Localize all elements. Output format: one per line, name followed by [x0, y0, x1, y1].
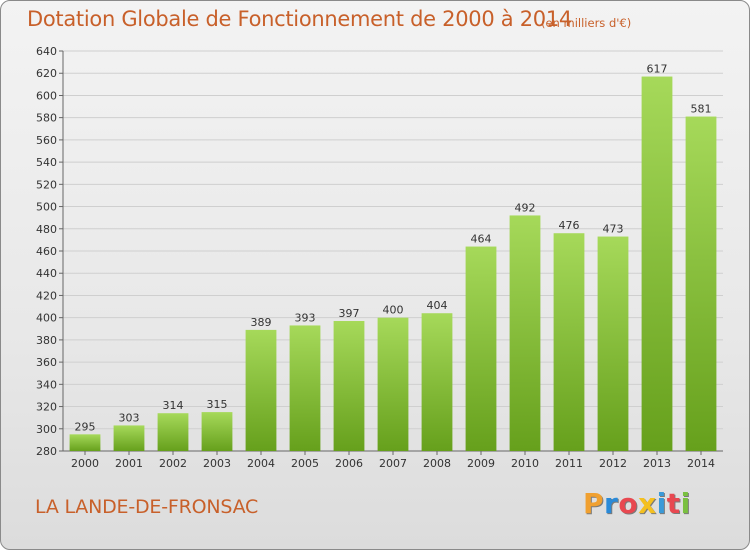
- bar-2012: [597, 236, 629, 451]
- y-tick-label: 640: [36, 45, 57, 58]
- commune-name: LA LANDE-DE-FRONSAC: [35, 496, 259, 518]
- y-tick-label: 380: [36, 334, 57, 347]
- bar-2006: [333, 321, 365, 451]
- x-tick-label-2010: 2010: [511, 457, 539, 470]
- logo-letter: i: [680, 487, 691, 520]
- value-label-2001: 303: [119, 411, 140, 424]
- value-label-2012: 473: [603, 223, 624, 236]
- value-label-2009: 464: [471, 233, 492, 246]
- y-tick-label: 620: [36, 67, 57, 80]
- logo-letter: x: [638, 487, 657, 520]
- x-tick-label-2007: 2007: [379, 457, 407, 470]
- bar-2005: [289, 325, 321, 451]
- y-tick-label: 300: [36, 423, 57, 436]
- value-label-2005: 393: [295, 311, 316, 324]
- x-tick-label-2003: 2003: [203, 457, 231, 470]
- bar-2013: [641, 76, 673, 452]
- chart-title: Dotation Globale de Fonctionnement de 20…: [27, 7, 572, 31]
- y-tick-label: 320: [36, 401, 57, 414]
- proxiti-logo: Proxiti: [583, 487, 691, 520]
- value-label-2011: 476: [559, 219, 580, 232]
- x-tick-label-2009: 2009: [467, 457, 495, 470]
- y-tick-label: 460: [36, 245, 57, 258]
- x-tick-label-2002: 2002: [159, 457, 187, 470]
- y-tick-label: 340: [36, 378, 57, 391]
- value-label-2007: 400: [383, 304, 404, 317]
- bar-2007: [377, 317, 409, 451]
- logo-letter: t: [666, 487, 681, 520]
- x-tick-label-2006: 2006: [335, 457, 363, 470]
- value-label-2014: 581: [691, 103, 712, 116]
- x-tick-label-2014: 2014: [687, 457, 715, 470]
- logo-letter: r: [604, 487, 619, 520]
- value-label-2003: 315: [207, 398, 228, 411]
- y-tick-label: 500: [36, 201, 57, 214]
- logo-letter: o: [618, 487, 639, 520]
- y-tick-label: 540: [36, 156, 57, 169]
- logo-letter: P: [583, 487, 605, 520]
- bars: [69, 76, 717, 452]
- bar-2009: [465, 246, 497, 451]
- x-tick-label-2005: 2005: [291, 457, 319, 470]
- x-tick-label-2001: 2001: [115, 457, 143, 470]
- logo-letter: i: [656, 487, 667, 520]
- x-tick-label-2011: 2011: [555, 457, 583, 470]
- x-tick-label-2013: 2013: [643, 457, 671, 470]
- y-tick-label: 580: [36, 112, 57, 125]
- y-tick-label: 420: [36, 289, 57, 302]
- value-label-2013: 617: [647, 63, 668, 76]
- x-tick-label-2004: 2004: [247, 457, 275, 470]
- bar-2008: [421, 313, 453, 451]
- y-tick-label: 360: [36, 356, 57, 369]
- value-labels: 295 303 314 315 389 393 397 400 404 464 492 476 473 6…: [75, 63, 712, 434]
- y-tick-label: 480: [36, 223, 57, 236]
- bar-2004: [245, 329, 277, 451]
- bar-2011: [553, 233, 585, 451]
- value-label-2000: 295: [75, 420, 96, 433]
- x-tick-label-2008: 2008: [423, 457, 451, 470]
- y-tick-label: 280: [36, 445, 57, 458]
- bar-2010: [509, 215, 541, 451]
- value-label-2010: 492: [515, 201, 536, 214]
- bar-2014: [685, 116, 717, 452]
- bar-2003: [201, 412, 233, 451]
- value-label-2004: 389: [251, 316, 272, 329]
- x-tick-label-2000: 2000: [71, 457, 99, 470]
- bar-2002: [157, 413, 189, 451]
- y-tick-label: 560: [36, 134, 57, 147]
- unit-label: (en milliers d'€): [541, 16, 632, 30]
- bar-2000: [69, 434, 101, 451]
- bar-2001: [113, 425, 145, 451]
- y-tick-label: 520: [36, 178, 57, 191]
- value-label-2006: 397: [339, 307, 360, 320]
- value-label-2008: 404: [427, 299, 448, 312]
- y-tick-label: 440: [36, 267, 57, 280]
- y-tick-label: 600: [36, 89, 57, 102]
- value-label-2002: 314: [163, 399, 184, 412]
- y-tick-label: 400: [36, 312, 57, 325]
- x-tick-label-2012: 2012: [599, 457, 627, 470]
